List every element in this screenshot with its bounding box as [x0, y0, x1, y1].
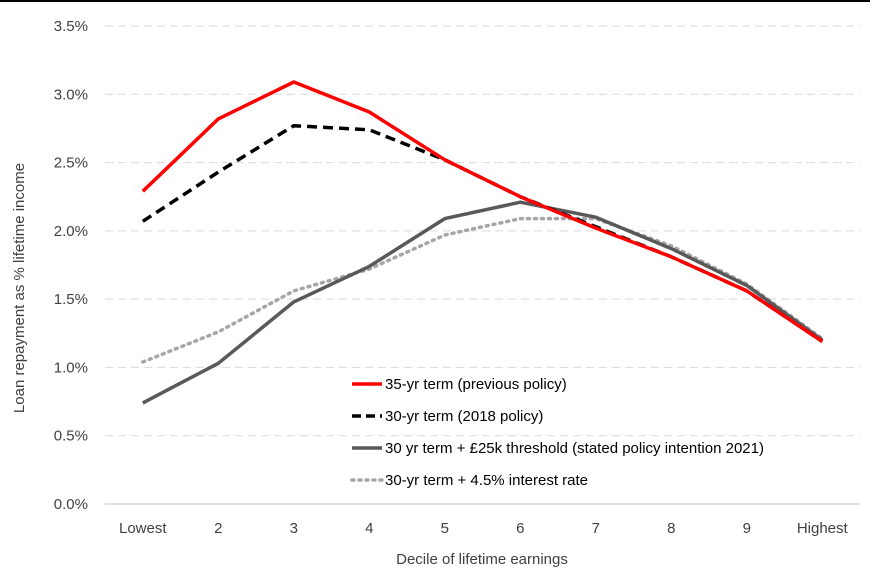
y-tick-label: 1.0% — [54, 359, 88, 376]
x-tick-label: Lowest — [119, 520, 167, 537]
legend-label: 35-yr term (previous policy) — [385, 376, 567, 393]
legend-label: 30-yr term (2018 policy) — [385, 408, 543, 425]
y-tick-label: 1.5% — [54, 291, 88, 308]
y-tick-label: 2.5% — [54, 155, 88, 172]
x-tick-label: 9 — [743, 520, 751, 537]
y-axis-title: Loan repayment as % lifetime income — [11, 163, 28, 413]
series-line-3 — [141, 200, 824, 405]
legend: 35-yr term (previous policy) 30-yr term (… — [350, 376, 764, 489]
y-tick-label: 3.0% — [54, 86, 88, 103]
y-tick-label: 0.0% — [54, 496, 88, 513]
x-tick-label: 5 — [441, 520, 449, 537]
top-border — [0, 0, 870, 2]
y-tick-label: 0.5% — [54, 428, 88, 445]
series-lines — [141, 80, 825, 405]
x-tick-label: Highest — [797, 520, 849, 537]
x-tick-label: 3 — [290, 520, 298, 537]
x-tick-label: 2 — [214, 520, 222, 537]
x-tick-label: 8 — [667, 520, 675, 537]
x-tick-label: 4 — [365, 520, 373, 537]
series-line-4 — [141, 216, 825, 364]
gridlines — [105, 25, 860, 437]
series-line-2 — [141, 123, 824, 343]
x-axis-ticks: Lowest 2 3 4 5 6 7 8 9 Highest — [119, 520, 849, 537]
y-tick-label: 3.5% — [54, 18, 88, 35]
y-axis-ticks: 0.0% 0.5% 1.0% 1.5% 2.0% 2.5% 3.0% 3.5% — [54, 18, 88, 513]
x-tick-label: 7 — [592, 520, 600, 537]
legend-label: 30 yr term + £25k threshold (stated poli… — [385, 440, 764, 457]
legend-label: 30-yr term + 4.5% interest rate — [385, 472, 588, 489]
series-line-1 — [141, 80, 824, 343]
y-tick-label: 2.0% — [54, 223, 88, 240]
x-tick-label: 6 — [516, 520, 524, 537]
x-axis-title: Decile of lifetime earnings — [396, 551, 568, 568]
